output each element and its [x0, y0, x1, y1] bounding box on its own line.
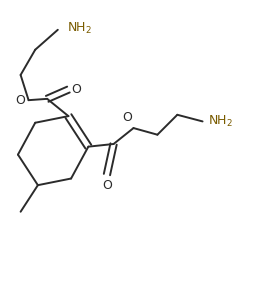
Text: O: O [72, 83, 81, 96]
Text: O: O [122, 111, 132, 124]
Text: O: O [102, 179, 112, 192]
Text: NH$_2$: NH$_2$ [67, 21, 92, 36]
Text: NH$_2$: NH$_2$ [208, 114, 233, 129]
Text: O: O [15, 94, 25, 107]
